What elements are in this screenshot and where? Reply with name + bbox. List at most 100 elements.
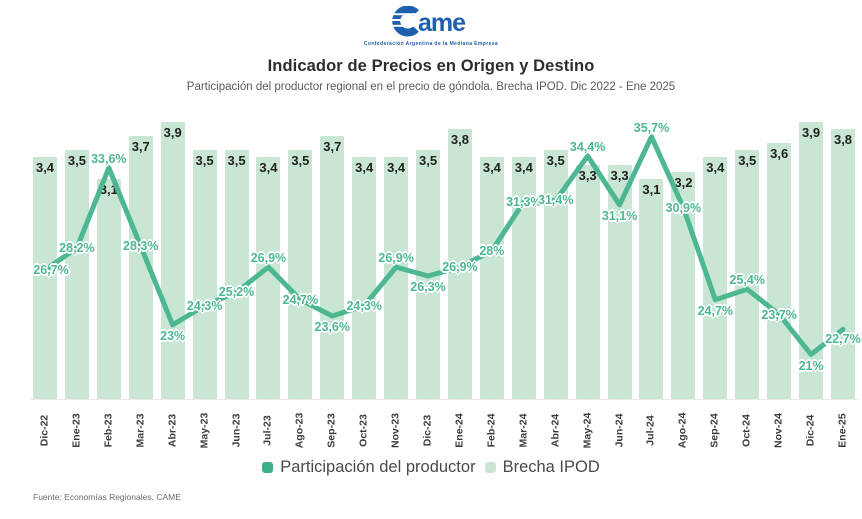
came-logo-icon: ame (392, 6, 467, 37)
x-axis-label: Sep-24 (708, 413, 721, 448)
came-logo-tagline: Confederación Argentina de la Mediana Em… (363, 41, 499, 47)
bar-Abr-24 (543, 150, 568, 399)
bar-value-label: 3,9 (163, 124, 182, 140)
legend: Participación del productor Brecha IPOD (0, 458, 862, 477)
x-axis-label: Oct-23 (357, 414, 370, 447)
bar-Feb-24 (479, 157, 504, 399)
bar-Mar-24 (511, 157, 536, 399)
bar-value-label: 3,7 (323, 139, 342, 155)
x-axis-label: Jul-23 (261, 415, 274, 446)
line-value-label: 28,3% (123, 239, 159, 254)
x-axis-label: Dic-22 (38, 414, 51, 447)
x-axis-label: Mar-23 (134, 413, 147, 448)
svg-text:ame: ame (418, 9, 466, 37)
bar-value-label: 3,7 (131, 139, 150, 155)
x-axis-label: Oct-24 (740, 414, 753, 447)
x-axis-label: Mar-24 (517, 413, 530, 448)
x-axis-label: Sep-23 (325, 413, 338, 448)
line-value-label: 31,4% (537, 193, 574, 208)
line-value-label: 24,3% (346, 298, 382, 313)
bar-May-23 (192, 150, 217, 399)
bar-May-24 (575, 164, 600, 399)
legend-label-productor: Participación del productor (280, 458, 476, 476)
x-axis-label: Feb-23 (102, 413, 115, 448)
chart-subtitle: Participación del productor regional en … (186, 81, 676, 93)
x-axis-label: Feb-24 (485, 413, 498, 448)
x-axis-label: Abr-24 (549, 413, 562, 448)
line-value-label: 28,2% (59, 240, 95, 255)
line-value-label: 28% (479, 243, 505, 258)
x-axis-label: Jun-23 (230, 413, 243, 448)
line-value-label: 26,3% (410, 279, 446, 294)
bar-Dic-22 (33, 157, 57, 399)
line-value-label: 26,9% (250, 251, 287, 266)
x-axis-label: Dic-24 (804, 414, 817, 447)
bar-Jul-24 (639, 178, 664, 399)
x-axis-label: Nov-24 (772, 413, 785, 449)
x-axis-label: Abr-23 (166, 413, 179, 448)
bar-value-label: 3,5 (738, 153, 757, 169)
line-value-label: 22,7% (825, 332, 861, 347)
bar-value-label: 3,8 (833, 132, 853, 148)
bar-Jun-24 (607, 164, 632, 399)
bar-Sep-24 (703, 157, 728, 399)
bar-Feb-23 (96, 178, 121, 399)
bar-value-label: 3,4 (259, 160, 278, 176)
x-axis-line (30, 399, 858, 400)
bar-value-label: 3,3 (578, 167, 597, 183)
bar-Jun-23 (224, 150, 249, 399)
bar-value-label: 3,4 (355, 160, 374, 176)
x-axis-label: Nov-23 (389, 413, 402, 449)
line-value-label: 31,1% (601, 208, 638, 223)
chart-title: Indicador de Precios en Origen y Destino (267, 57, 595, 75)
bar-value-label: 3,2 (674, 174, 693, 190)
came-logo: ame Confederación Argentina de la Median… (0, 6, 862, 47)
line-value-label: 23,6% (314, 320, 350, 334)
x-axis-label: Jul-24 (644, 415, 657, 446)
bar-value-label: 3,5 (195, 153, 214, 169)
bar-value-label: 3,4 (706, 160, 725, 176)
bar-value-label: 3,8 (450, 132, 469, 148)
x-axis-label: Dic-23 (421, 414, 434, 447)
bar-value-label: 3,1 (642, 181, 661, 197)
line-value-label: 26,7% (33, 263, 69, 278)
bar-value-label: 3,9 (802, 124, 821, 140)
bar-value-label: 3,4 (35, 160, 55, 176)
bar-Sep-23 (320, 136, 345, 399)
bar-Mar-23 (128, 136, 153, 399)
line-value-label: 33,6% (91, 151, 127, 166)
x-axis-label: Ago-23 (293, 412, 306, 449)
bar-Ago-23 (288, 150, 313, 399)
x-axis-label: May-23 (198, 412, 211, 449)
bar-Nov-23 (384, 157, 409, 399)
line-value-label: 23,7% (761, 307, 797, 322)
bar-value-label: 3,4 (514, 160, 533, 176)
bar-Dic-24 (799, 121, 824, 399)
legend-item-productor: Participación del productor (262, 458, 476, 477)
legend-label-brecha: Brecha IPOD (502, 458, 600, 476)
bar-Nov-24 (767, 143, 792, 399)
line-value-label: 34,4% (569, 139, 606, 154)
legend-swatch-brecha (484, 462, 496, 473)
x-axis-label: Jun-24 (613, 413, 626, 448)
line-value-label: 30,9% (665, 200, 702, 215)
bar-value-label: 3,5 (67, 153, 86, 169)
line-value-label: 24,3% (186, 298, 223, 313)
bar-value-label: 3,5 (291, 153, 310, 169)
bar-value-label: 3,5 (546, 153, 565, 169)
line-value-label: 26,9% (378, 251, 414, 266)
x-axis-label: Ago-24 (676, 412, 689, 449)
legend-swatch-productor (262, 462, 274, 473)
x-axis-label: May-24 (581, 412, 594, 449)
bar-value-label: 3,5 (227, 153, 246, 169)
bar-value-label: 3,4 (482, 160, 501, 176)
x-axis-label: Ene-25 (836, 413, 849, 448)
x-axis-label: Ene-24 (453, 413, 466, 448)
bar-Ene-25 (831, 129, 855, 399)
bar-value-label: 3,4 (387, 160, 406, 176)
source-note: Fuente: Economías Regionales, CAME (33, 492, 181, 502)
line-value-label: 21% (798, 358, 824, 373)
line-value-label: 26,9% (442, 260, 478, 275)
